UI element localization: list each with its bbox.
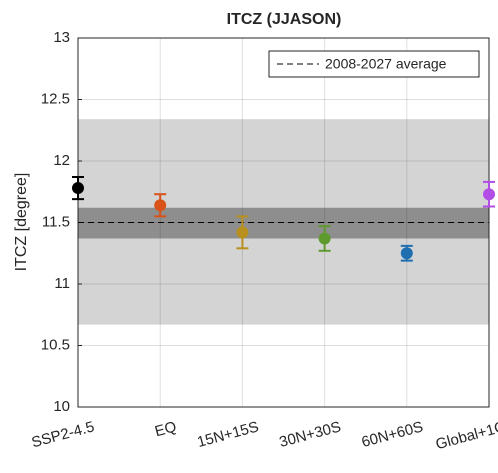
- y-tick-label: 11.5: [42, 213, 70, 230]
- y-tick-label: 13: [53, 29, 70, 46]
- x-tick-label: Global+1C: [434, 418, 498, 453]
- x-tick-label: 15N+15S: [195, 418, 260, 451]
- legend-box: [268, 50, 480, 78]
- x-tick-label: 30N+30S: [278, 418, 343, 451]
- axes-box: [77, 37, 490, 408]
- legend-label: 2008-2027 average: [325, 56, 447, 72]
- band: [78, 207, 489, 239]
- y-tick-label: 12: [53, 152, 70, 169]
- y-tick-label: 10.5: [41, 336, 70, 353]
- point: [400, 247, 413, 260]
- y-tick-label: 11: [54, 275, 70, 292]
- point: [318, 232, 331, 245]
- y-tick-label: 12.5: [41, 90, 70, 107]
- x-tick-label: EQ: [153, 418, 178, 440]
- point: [483, 188, 495, 201]
- point: [236, 226, 249, 239]
- y-tick-label: 10: [53, 398, 70, 415]
- x-tick-label: 60N+60S: [360, 418, 425, 451]
- point: [154, 199, 167, 212]
- point: [72, 182, 84, 195]
- chart-title: ITCZ (JJASON): [227, 11, 342, 28]
- x-tick-label: SSP2-4.5: [30, 418, 96, 451]
- y-axis-label: ITCZ [degree]: [13, 173, 30, 272]
